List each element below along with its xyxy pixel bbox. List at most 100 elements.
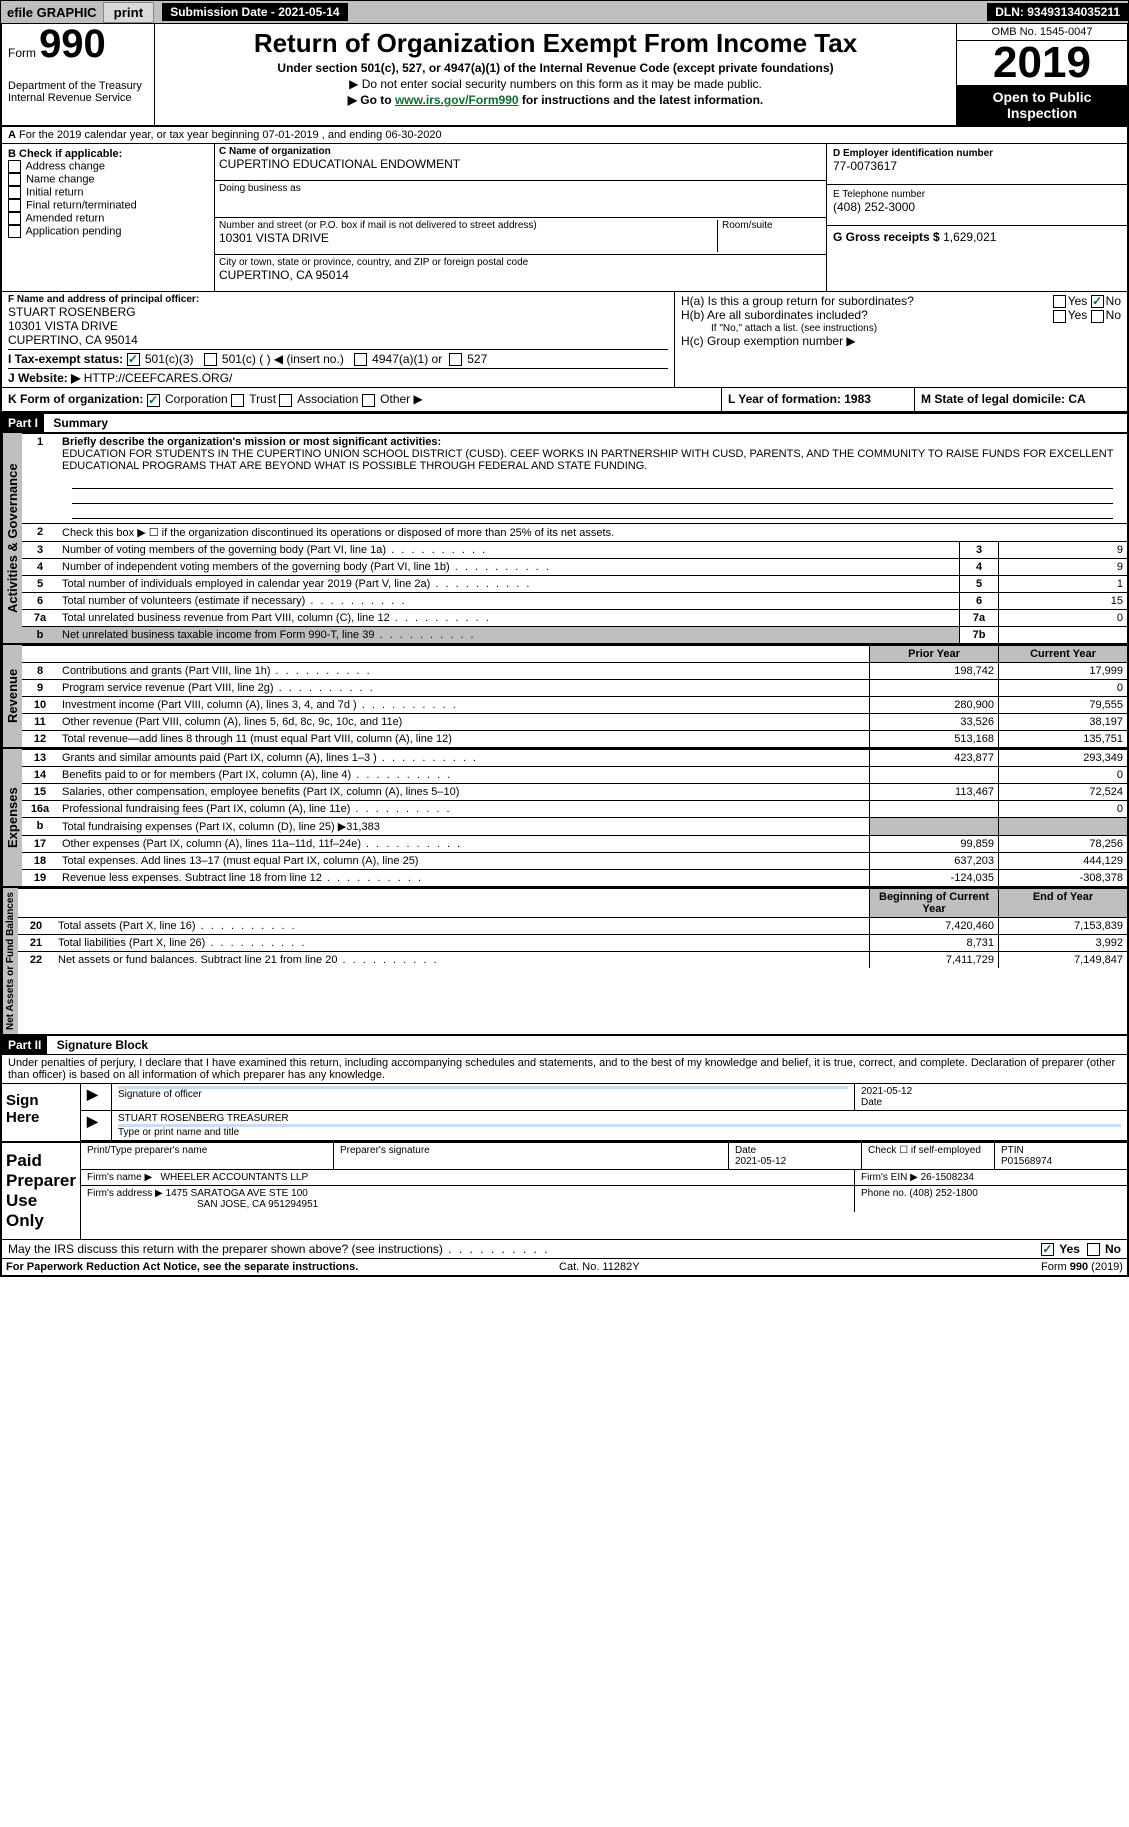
street: 10301 VISTA DRIVE: [219, 231, 717, 245]
activities-table: 1 Briefly describe the organization's mi…: [22, 433, 1127, 643]
open-to-public: Open to Public Inspection: [957, 85, 1127, 125]
hb-note: If "No," attach a list. (see instruction…: [681, 323, 1121, 334]
firm-addr1: 1475 SARATOGA AVE STE 100: [166, 1188, 308, 1199]
header-right: OMB No. 1545-0047 2019 Open to Public In…: [956, 24, 1127, 125]
tab-expenses: Expenses: [2, 749, 22, 886]
chk-amended[interactable]: [8, 212, 21, 225]
dept-label: Department of the Treasury Internal Reve…: [8, 80, 148, 104]
chk-trust[interactable]: [231, 394, 244, 407]
ha-label: H(a) Is this a group return for subordin…: [681, 294, 1053, 308]
officer-addr1: 10301 VISTA DRIVE: [8, 319, 668, 333]
efile-label: efile GRAPHIC: [1, 5, 103, 20]
arrow-icon: ▶: [87, 1113, 98, 1129]
sig-date: 2021-05-12: [861, 1086, 912, 1097]
city: CUPERTINO, CA 95014: [219, 268, 822, 282]
e-label: E Telephone number: [833, 189, 1121, 200]
dba-label: Doing business as: [219, 183, 822, 194]
ssn-note: ▶ Do not enter social security numbers o…: [161, 77, 950, 91]
chk-527[interactable]: [449, 353, 462, 366]
l5: Total number of individuals employed in …: [58, 575, 960, 592]
firm-ein: 26-1508234: [921, 1172, 974, 1183]
chk-assoc[interactable]: [279, 394, 292, 407]
box-b-header: B Check if applicable:: [8, 148, 208, 160]
website: HTTP://CEEFCARES.ORG/: [84, 371, 233, 385]
chk-initial[interactable]: [8, 186, 21, 199]
box-deg: D Employer identification number 77-0073…: [826, 144, 1127, 291]
paid-prep-label: Paid Preparer Use Only: [2, 1143, 81, 1239]
header-left: Form 990 Department of the Treasury Inte…: [2, 24, 155, 125]
sign-here-label: Sign Here: [2, 1084, 81, 1141]
g-label: G Gross receipts $: [833, 230, 940, 244]
org-name: CUPERTINO EDUCATIONAL ENDOWMENT: [219, 157, 822, 171]
chk-other[interactable]: [362, 394, 375, 407]
firm-name: WHEELER ACCOUNTANTS LLP: [161, 1172, 309, 1183]
street-label: Number and street (or P.O. box if mail i…: [219, 220, 717, 231]
under-section: Under section 501(c), 527, or 4947(a)(1)…: [161, 61, 950, 75]
revenue-table: Prior YearCurrent Year 8Contributions an…: [22, 645, 1127, 747]
may-no[interactable]: [1087, 1243, 1100, 1256]
chk-501c[interactable]: [204, 353, 217, 366]
firm-addr2: SAN JOSE, CA 951294951: [87, 1199, 318, 1210]
submission-date: Submission Date - 2021-05-14: [162, 3, 347, 21]
expenses-table: 13Grants and similar amounts paid (Part …: [22, 749, 1127, 886]
hb-no[interactable]: [1091, 310, 1104, 323]
q1-label: Briefly describe the organization's miss…: [62, 436, 441, 448]
ptin: P01568974: [1001, 1156, 1052, 1167]
city-label: City or town, state or province, country…: [219, 257, 822, 268]
footer: For Paperwork Reduction Act Notice, see …: [2, 1258, 1127, 1275]
f-label: F Name and address of principal officer:: [8, 294, 668, 305]
part2-header: Part II Signature Block: [2, 1034, 1127, 1055]
box-h: H(a) Is this a group return for subordin…: [675, 292, 1127, 387]
gross-receipts: 1,629,021: [943, 230, 996, 244]
cat-no: Cat. No. 11282Y: [559, 1261, 640, 1273]
ha-no[interactable]: [1091, 295, 1104, 308]
chk-address[interactable]: [8, 160, 21, 173]
goto-line: ▶ Go to www.irs.gov/Form990 for instruct…: [161, 93, 950, 107]
chk-final[interactable]: [8, 199, 21, 212]
box-b: B Check if applicable: Address change Na…: [2, 144, 215, 291]
form-number: 990: [39, 22, 106, 66]
ha-yes[interactable]: [1053, 295, 1066, 308]
form-body: Form 990 Department of the Treasury Inte…: [0, 24, 1129, 1277]
dln-label: DLN: 93493134035211: [987, 3, 1128, 21]
irs-link[interactable]: www.irs.gov/Form990: [395, 93, 519, 107]
j-label: J Website: ▶: [8, 371, 80, 385]
box-c: C Name of organization CUPERTINO EDUCATI…: [215, 144, 826, 291]
perjury-decl: Under penalties of perjury, I declare th…: [2, 1055, 1127, 1083]
c-label: C Name of organization: [219, 146, 822, 157]
mission-text: EDUCATION FOR STUDENTS IN THE CUPERTINO …: [62, 448, 1113, 472]
period-line: For the 2019 calendar year, or tax year …: [19, 129, 442, 141]
part1-header: Part I Summary: [2, 412, 1127, 433]
form-header: Form 990 Department of the Treasury Inte…: [2, 24, 1127, 127]
print-button[interactable]: print: [103, 2, 155, 23]
box-l: L Year of formation: 1983: [721, 388, 914, 410]
tab-activities: Activities & Governance: [2, 433, 22, 643]
form-title: Return of Organization Exempt From Incom…: [161, 28, 950, 59]
chk-501c3[interactable]: [127, 353, 140, 366]
paperwork-notice: For Paperwork Reduction Act Notice, see …: [6, 1261, 358, 1273]
room-label: Room/suite: [722, 220, 822, 231]
hb-yes[interactable]: [1053, 310, 1066, 323]
ein: 77-0073617: [833, 159, 1121, 173]
chk-4947[interactable]: [354, 353, 367, 366]
i-label: I Tax-exempt status:: [8, 352, 123, 366]
firm-phone: (408) 252-1800: [909, 1188, 977, 1199]
l2: Check this box ▶ ☐ if the organization d…: [58, 523, 1127, 541]
chk-name[interactable]: [8, 173, 21, 186]
chk-corp[interactable]: [147, 394, 160, 407]
chk-pending[interactable]: [8, 225, 21, 238]
arrow-icon: ▶: [87, 1086, 98, 1102]
form-ref: Form 990 (2019): [1041, 1261, 1123, 1273]
d-label: D Employer identification number: [833, 148, 1121, 159]
l3: Number of voting members of the governin…: [58, 541, 960, 558]
tax-year: 2019: [957, 41, 1127, 85]
form-prefix: Form: [8, 46, 36, 60]
l6: Total number of volunteers (estimate if …: [58, 592, 960, 609]
officer-addr2: CUPERTINO, CA 95014: [8, 333, 668, 347]
tab-netassets: Net Assets or Fund Balances: [2, 888, 18, 1034]
hc-label: H(c) Group exemption number ▶: [681, 334, 1121, 348]
may-yes[interactable]: [1041, 1243, 1054, 1256]
phone: (408) 252-3000: [833, 200, 1121, 214]
tab-revenue: Revenue: [2, 645, 22, 747]
box-f: F Name and address of principal officer:…: [2, 292, 675, 387]
